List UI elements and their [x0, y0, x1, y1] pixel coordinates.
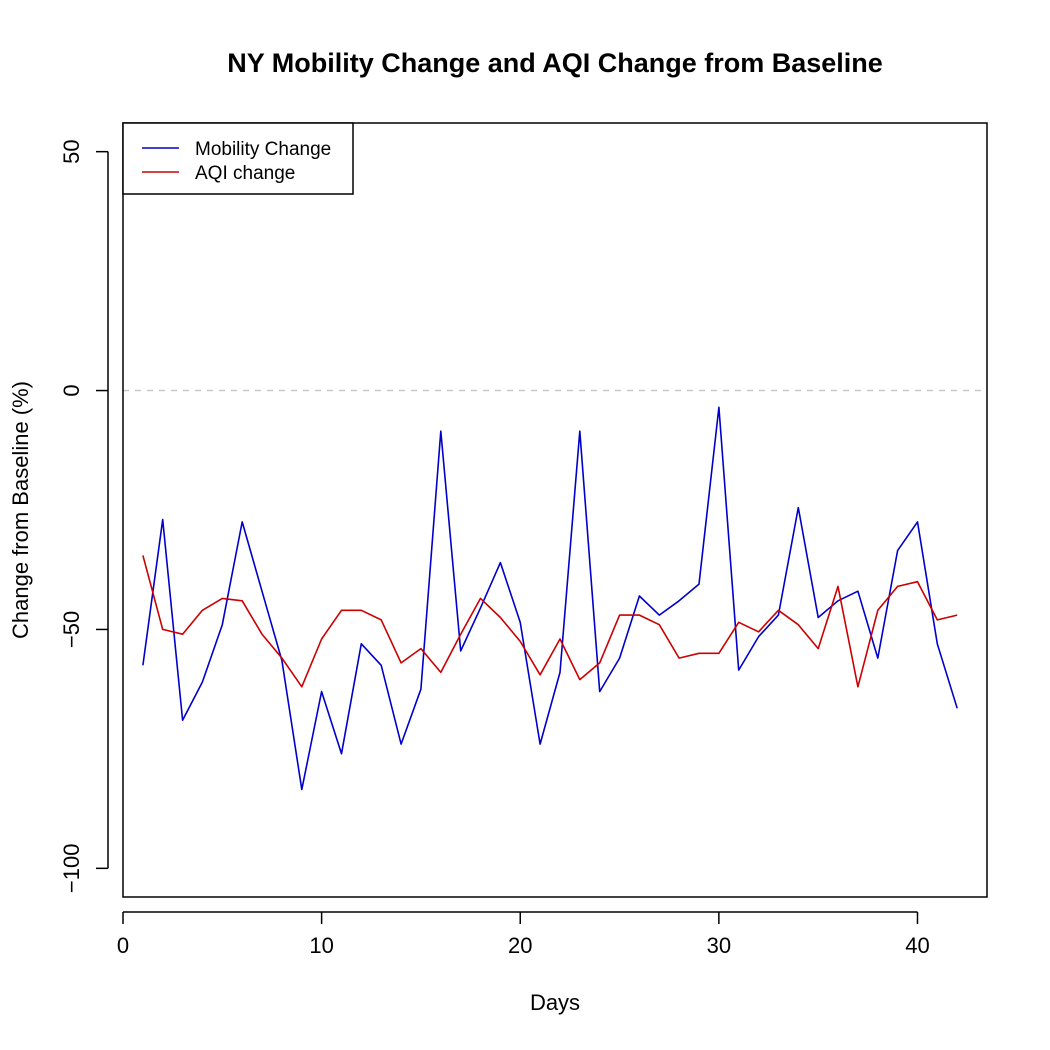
series-line-mobility — [142, 406, 958, 791]
series-layer — [142, 406, 958, 791]
legend-label: AQI change — [195, 163, 295, 184]
y-tick-label: 50 — [59, 139, 84, 163]
legend-label: Mobility Change — [195, 139, 331, 160]
legend-box — [122, 122, 354, 195]
x-tick-label: 30 — [707, 933, 731, 958]
y-tick-label: −100 — [59, 844, 84, 894]
y-axis: −100 −50 0 50 — [59, 139, 109, 894]
plot-frame — [122, 122, 988, 898]
legend: Mobility Change AQI change — [122, 122, 354, 195]
x-tick-label: 20 — [508, 933, 532, 958]
plot-area — [122, 122, 988, 898]
y-tick-label: 0 — [59, 384, 84, 396]
y-tick-label: −50 — [59, 611, 84, 648]
y-axis-label: Change from Baseline (%) — [8, 381, 33, 639]
chart-title: NY Mobility Change and AQI Change from B… — [227, 48, 883, 78]
series-line-aqi — [142, 555, 958, 688]
x-tick-label: 0 — [117, 933, 129, 958]
x-tick-label: 40 — [905, 933, 929, 958]
x-axis: 0 10 20 30 40 — [117, 911, 930, 958]
x-tick-label: 10 — [309, 933, 333, 958]
x-axis-label: Days — [530, 990, 580, 1015]
